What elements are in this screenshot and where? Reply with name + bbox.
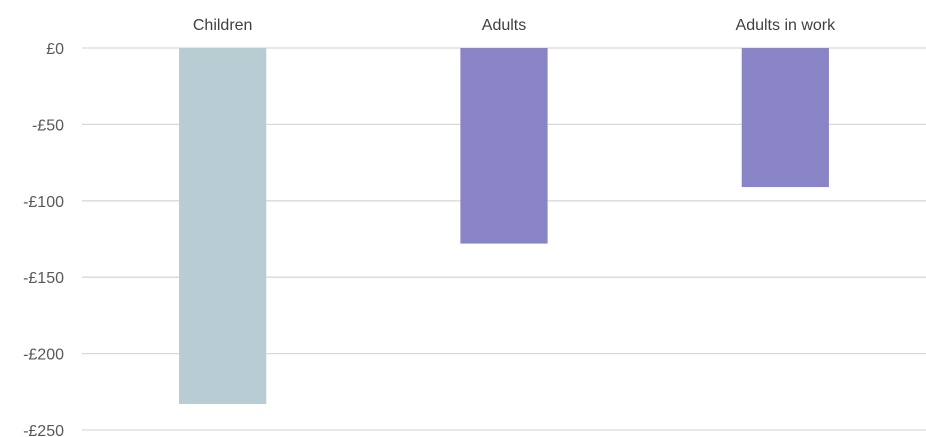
y-tick-label: £0	[46, 41, 64, 58]
y-tick-label: -£200	[23, 347, 64, 364]
category-label: Children	[193, 17, 253, 34]
category-label: Adults	[482, 17, 526, 34]
y-tick-label: -£50	[32, 117, 64, 134]
bar	[179, 48, 267, 405]
bar	[741, 48, 829, 188]
y-tick-label: -£250	[23, 423, 64, 437]
y-tick-label: -£150	[23, 270, 64, 287]
category-label: Adults in work	[736, 17, 837, 34]
category-labels: Children Adults Adults in work	[193, 17, 836, 34]
bar	[460, 48, 548, 244]
bars	[179, 48, 829, 405]
y-tick-label: -£100	[23, 194, 64, 211]
y-axis-tick-labels: £0 -£50 -£100 -£150 -£200 -£250	[23, 41, 64, 437]
